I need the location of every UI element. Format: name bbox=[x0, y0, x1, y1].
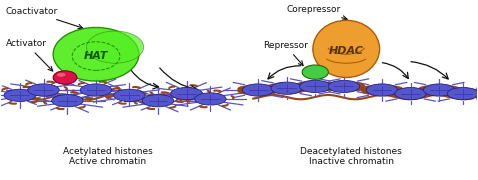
Text: HAT: HAT bbox=[84, 51, 108, 61]
Ellipse shape bbox=[328, 80, 359, 93]
Text: Deacetylated histones: Deacetylated histones bbox=[300, 147, 402, 156]
Ellipse shape bbox=[271, 82, 303, 94]
Ellipse shape bbox=[366, 84, 398, 96]
Ellipse shape bbox=[57, 73, 65, 77]
Ellipse shape bbox=[300, 80, 331, 93]
Ellipse shape bbox=[4, 89, 35, 102]
Text: Coactivator: Coactivator bbox=[5, 7, 83, 29]
Ellipse shape bbox=[424, 84, 455, 96]
Text: Activator: Activator bbox=[5, 39, 53, 71]
Ellipse shape bbox=[302, 65, 328, 79]
Ellipse shape bbox=[114, 89, 145, 102]
Text: Acetylated histones: Acetylated histones bbox=[63, 147, 153, 156]
Ellipse shape bbox=[87, 31, 144, 63]
Ellipse shape bbox=[52, 95, 83, 107]
Ellipse shape bbox=[142, 95, 174, 107]
Ellipse shape bbox=[195, 93, 226, 105]
Ellipse shape bbox=[53, 28, 139, 81]
Text: Active chromatin: Active chromatin bbox=[69, 157, 146, 166]
Ellipse shape bbox=[447, 87, 478, 100]
Ellipse shape bbox=[80, 84, 112, 96]
Ellipse shape bbox=[395, 87, 426, 100]
Ellipse shape bbox=[242, 84, 274, 96]
Text: Corepressor: Corepressor bbox=[287, 5, 347, 20]
Text: Repressor: Repressor bbox=[263, 41, 308, 66]
Ellipse shape bbox=[313, 20, 380, 78]
Ellipse shape bbox=[53, 71, 77, 84]
Text: Inactive chromatin: Inactive chromatin bbox=[308, 157, 393, 166]
Ellipse shape bbox=[171, 87, 202, 100]
Ellipse shape bbox=[28, 84, 59, 96]
Text: HDAC: HDAC bbox=[329, 46, 364, 56]
